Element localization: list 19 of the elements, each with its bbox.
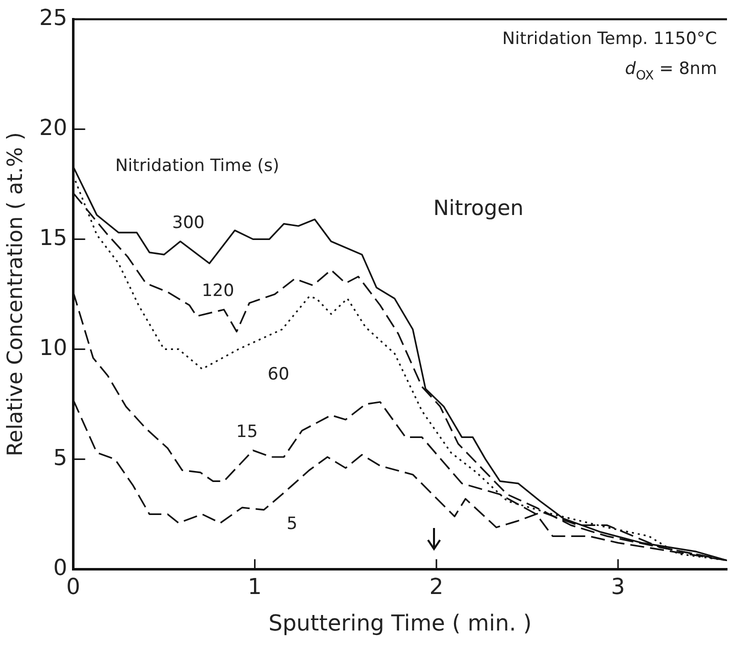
x-tick-label: 1 <box>248 575 262 600</box>
annotation: 5 <box>286 514 298 534</box>
annotation: 120 <box>202 281 234 302</box>
y-tick-label: 15 <box>39 226 68 251</box>
annotation: Nitridation Temp. 1150°C <box>502 29 718 50</box>
y-tick-label: 5 <box>53 446 68 471</box>
annotation: 60 <box>268 364 290 385</box>
y-tick-label: 25 <box>39 6 68 31</box>
legend-title: Nitridation Time (s) <box>115 156 280 176</box>
x-axis-title: Sputtering Time ( min. ) <box>268 612 532 637</box>
x-tick-label: 2 <box>429 575 444 600</box>
y-tick-label: 10 <box>39 336 68 361</box>
annotation: 300 <box>172 212 205 233</box>
y-axis-title: Relative Concentration ( at.% ) <box>3 132 28 456</box>
annotation: Nitrogen <box>433 196 524 220</box>
x-tick-label: 3 <box>611 575 626 600</box>
y-tick-label: 0 <box>53 556 68 581</box>
annotation: 15 <box>236 422 258 442</box>
y-tick-label: 20 <box>39 116 68 141</box>
